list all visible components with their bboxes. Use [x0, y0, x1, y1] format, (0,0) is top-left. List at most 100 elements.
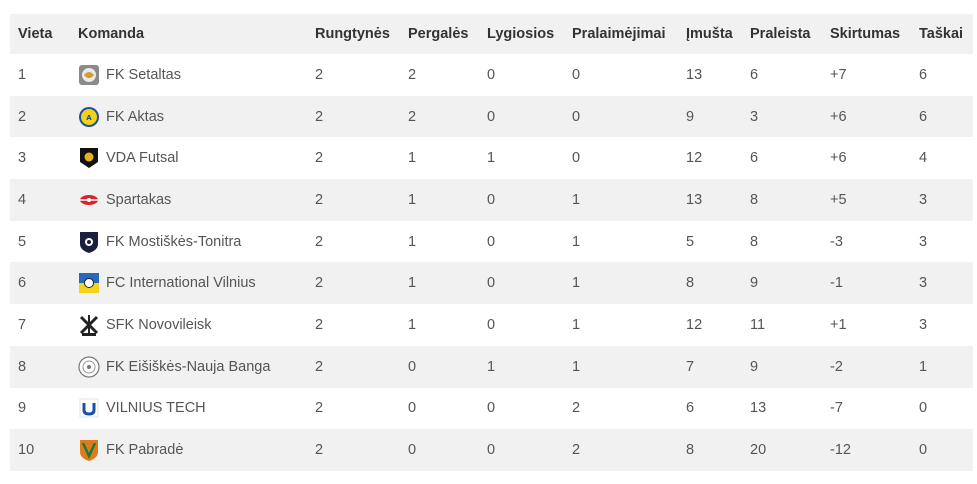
points-cell: 0: [919, 400, 928, 417]
team-link[interactable]: FC International Vilnius: [78, 271, 307, 295]
table-row: 2 A FK Aktas 2 2 0 0 9 3 +6 6: [10, 95, 973, 138]
points-cell: 1: [919, 358, 928, 375]
team-cell: VDA Futsal: [70, 137, 307, 179]
scored-cell: 5: [686, 233, 695, 250]
losses-cell: 0: [572, 66, 581, 83]
team-link[interactable]: FK Mostiškės-Tonitra: [78, 230, 307, 254]
team-link[interactable]: Spartakas: [78, 188, 307, 212]
place-cell: 5: [18, 233, 27, 250]
table-row: 3 VDA Futsal 2 1 1 0 12 6 +6 4: [10, 137, 973, 180]
table-row: 7 SFK Novovileisk 2 1 0 1 12 11 +1 3: [10, 304, 973, 346]
points-cell: 3: [919, 191, 928, 208]
scored-cell: 7: [686, 358, 695, 375]
points-cell: 3: [919, 316, 928, 333]
header-place[interactable]: Vieta: [18, 26, 53, 42]
scored-cell: 8: [686, 442, 695, 459]
mostiskes-logo-icon: [78, 230, 100, 254]
draws-cell: 0: [487, 66, 496, 83]
header-wins[interactable]: Pergalės: [408, 26, 469, 42]
team-name: Spartakas: [106, 191, 172, 208]
team-link[interactable]: SFK Novovileisk: [78, 313, 307, 337]
header-losses[interactable]: Pralaimėjimai: [572, 26, 666, 42]
wins-cell: 0: [408, 442, 417, 459]
difference-cell: +6: [830, 108, 847, 125]
draws-cell: 0: [487, 191, 496, 208]
losses-cell: 0: [572, 150, 581, 167]
points-cell: 6: [919, 66, 928, 83]
conceded-cell: 6: [750, 150, 759, 167]
team-name: FC International Vilnius: [106, 275, 256, 292]
header-difference[interactable]: Skirtumas: [830, 26, 901, 42]
place-cell: 3: [18, 150, 27, 167]
svg-text:A: A: [86, 114, 92, 122]
header-scored[interactable]: Įmušta: [686, 26, 733, 42]
table-header-row: Vieta Komanda Rungtynės Pergalės Lygiosi…: [10, 14, 973, 54]
scored-cell: 8: [686, 275, 695, 292]
table-row: 6 FC International Vilnius 2 1 0 1 8 9 -…: [10, 262, 973, 305]
header-points[interactable]: Taškai: [919, 26, 964, 42]
difference-cell: -2: [830, 358, 843, 375]
conceded-cell: 9: [750, 275, 759, 292]
team-name: FK Mostiškės-Tonitra: [106, 233, 242, 250]
played-cell: 2: [315, 316, 324, 333]
scored-cell: 13: [686, 66, 703, 83]
vda-futsal-logo-icon: [78, 146, 100, 170]
wins-cell: 1: [408, 275, 417, 292]
wins-cell: 0: [408, 400, 417, 417]
table-row: 5 FK Mostiškės-Tonitra 2 1 0 1 5 8 -3 3: [10, 220, 973, 263]
team-name: VILNIUS TECH: [106, 400, 206, 417]
conceded-cell: 20: [750, 442, 767, 459]
place-cell: 10: [18, 442, 35, 459]
conceded-cell: 8: [750, 233, 759, 250]
team-name: SFK Novovileisk: [106, 316, 212, 333]
points-cell: 3: [919, 275, 928, 292]
conceded-cell: 6: [750, 66, 759, 83]
draws-cell: 0: [487, 400, 496, 417]
novovileisk-logo-icon: [78, 313, 100, 337]
played-cell: 2: [315, 233, 324, 250]
played-cell: 2: [315, 108, 324, 125]
team-link[interactable]: FK Pabradė: [78, 438, 307, 462]
conceded-cell: 9: [750, 358, 759, 375]
team-cell: A FK Aktas: [70, 96, 307, 138]
place-cell: 8: [18, 358, 27, 375]
wins-cell: 1: [408, 233, 417, 250]
header-conceded[interactable]: Praleista: [750, 26, 811, 42]
team-name: FK Aktas: [106, 108, 165, 125]
team-cell: VILNIUS TECH: [70, 388, 307, 430]
conceded-cell: 3: [750, 108, 759, 125]
header-draws[interactable]: Lygiosios: [487, 26, 555, 42]
scored-cell: 6: [686, 400, 695, 417]
header-played[interactable]: Rungtynės: [315, 26, 390, 42]
conceded-cell: 8: [750, 191, 759, 208]
losses-cell: 2: [572, 442, 581, 459]
played-cell: 2: [315, 150, 324, 167]
spartakas-logo-icon: [78, 188, 100, 212]
points-cell: 4: [919, 150, 928, 167]
place-cell: 7: [18, 316, 27, 333]
draws-cell: 1: [487, 358, 496, 375]
losses-cell: 1: [572, 191, 581, 208]
draws-cell: 0: [487, 233, 496, 250]
losses-cell: 1: [572, 275, 581, 292]
header-team[interactable]: Komanda: [78, 26, 145, 42]
losses-cell: 1: [572, 233, 581, 250]
team-cell: FC International Vilnius: [70, 262, 307, 304]
conceded-cell: 11: [750, 316, 766, 333]
place-cell: 9: [18, 400, 27, 417]
table-row: 1 FK Setaltas 2 2 0 0 13 6 +7 6: [10, 54, 973, 96]
team-cell: FK Eišiškės-Nauja Banga: [70, 346, 307, 388]
team-link[interactable]: FK Setaltas: [78, 63, 307, 87]
standings-table: Vieta Komanda Rungtynės Pergalės Lygiosi…: [10, 14, 973, 471]
difference-cell: +6: [830, 150, 847, 167]
losses-cell: 1: [572, 358, 581, 375]
international-vilnius-logo-icon: [78, 271, 100, 295]
team-link[interactable]: VILNIUS TECH: [78, 396, 307, 420]
team-cell: FK Mostiškės-Tonitra: [70, 221, 307, 263]
table-row: 8 FK Eišiškės-Nauja Banga 2 0 1 1 7 9 -2…: [10, 345, 973, 388]
team-link[interactable]: FK Eišiškės-Nauja Banga: [78, 355, 307, 379]
team-cell: SFK Novovileisk: [70, 304, 307, 346]
team-link[interactable]: A FK Aktas: [78, 105, 307, 129]
team-link[interactable]: VDA Futsal: [78, 146, 307, 170]
wins-cell: 0: [408, 358, 417, 375]
